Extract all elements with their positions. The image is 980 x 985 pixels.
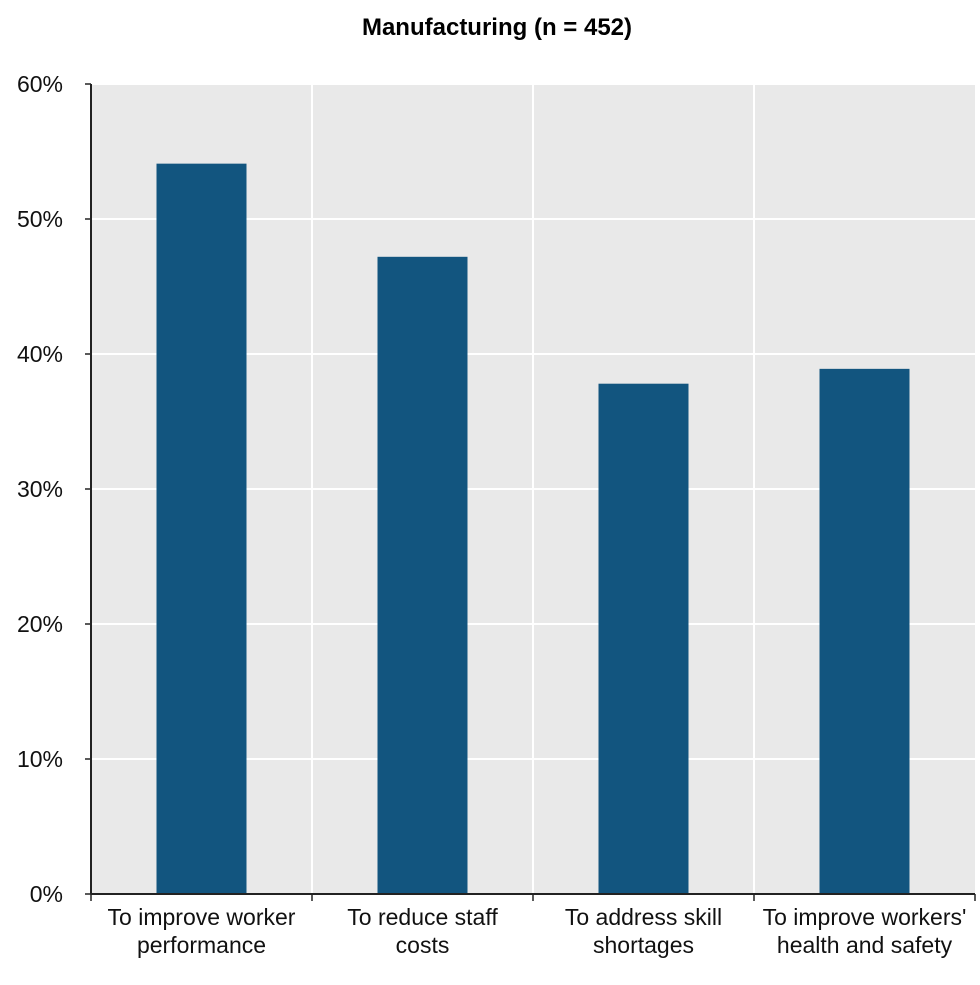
chart-title: Manufacturing (n = 452) xyxy=(361,14,633,41)
bar xyxy=(377,256,468,894)
x-tick-label: To improve worker performance xyxy=(108,904,296,958)
y-tick-label: 60% xyxy=(17,71,63,97)
x-tick-label: To improve workers' health and safety xyxy=(763,904,967,958)
y-tick-label: 10% xyxy=(17,746,63,772)
bar xyxy=(598,383,689,894)
y-tick-label: 0% xyxy=(30,881,63,907)
y-tick-label: 30% xyxy=(17,476,63,502)
y-tick-label: 40% xyxy=(17,341,63,367)
y-tick-label: 50% xyxy=(17,206,63,232)
y-tick-label: 20% xyxy=(17,611,63,637)
x-tick-label: To address skill shortages xyxy=(565,904,722,958)
x-tick-labels: To improve worker performance To reduce st… xyxy=(108,904,967,958)
bars xyxy=(156,163,910,895)
bar xyxy=(156,163,247,894)
bar xyxy=(819,368,910,895)
y-tick-labels: 0% 10% 20% 30% 40% 50% 60% xyxy=(17,71,63,907)
x-tick-label: To reduce staff costs xyxy=(347,904,498,958)
axes xyxy=(85,83,976,901)
